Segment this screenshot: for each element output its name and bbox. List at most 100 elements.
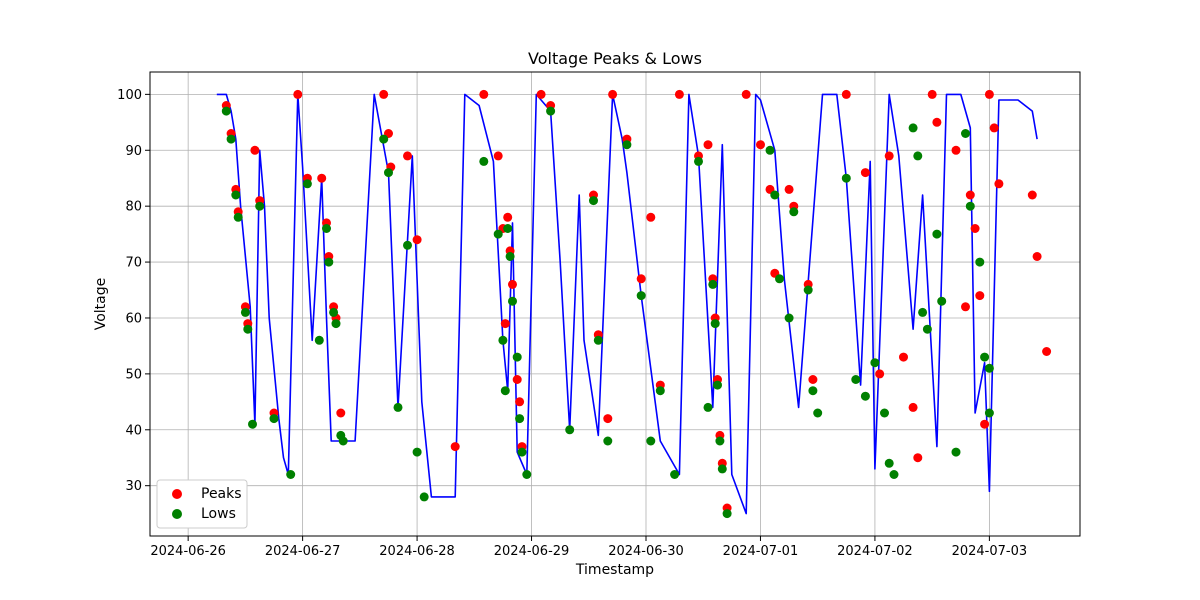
low-point	[508, 296, 517, 306]
low-point	[393, 402, 403, 412]
peak-point	[703, 140, 713, 150]
peak-point	[1032, 252, 1042, 261]
low-point	[419, 492, 429, 502]
low-point	[722, 509, 732, 519]
peak-point	[293, 89, 303, 99]
low-point	[961, 129, 970, 138]
legend-label-lows: Lows	[201, 506, 236, 522]
x-tick-label: 2024-06-28	[379, 544, 455, 559]
peak-point	[493, 151, 503, 161]
peak-point	[994, 179, 1004, 189]
low-point	[789, 207, 799, 217]
peak-point	[603, 414, 613, 424]
legend-label-peaks: Peaks	[201, 486, 242, 502]
low-point	[717, 464, 727, 474]
low-point	[670, 470, 680, 479]
peak-point	[899, 352, 908, 362]
peak-point	[784, 184, 794, 194]
low-point	[922, 324, 932, 334]
chart-title: Voltage Peaks & Lows	[528, 49, 702, 68]
low-point	[655, 386, 665, 396]
peak-point	[508, 279, 517, 289]
low-point	[412, 447, 422, 457]
peak-point	[317, 173, 327, 183]
peak-point	[961, 302, 970, 312]
low-point	[932, 229, 942, 239]
low-point	[286, 470, 296, 479]
low-point	[314, 335, 324, 345]
peak-point	[646, 212, 656, 222]
low-point	[240, 307, 250, 317]
low-point	[233, 212, 243, 222]
low-point	[500, 386, 510, 396]
low-point	[636, 291, 646, 301]
legend-marker-lows	[172, 509, 182, 519]
low-point	[710, 319, 720, 329]
legend: Peaks Lows	[156, 479, 248, 529]
peak-point	[860, 168, 870, 178]
x-tick-label: 2024-06-30	[608, 544, 684, 559]
x-tick-label: 2024-07-01	[723, 544, 799, 559]
x-axis-label: Timestamp	[575, 562, 654, 578]
y-tick-label: 80	[125, 200, 142, 215]
peak-point	[500, 319, 510, 329]
y-axis-label: Voltage	[93, 278, 109, 331]
low-point	[884, 458, 894, 468]
peak-point	[1042, 347, 1052, 356]
low-point	[517, 447, 527, 457]
low-point	[479, 156, 489, 166]
peak-point	[512, 375, 522, 384]
peak-point	[970, 224, 980, 233]
low-point	[851, 375, 861, 384]
low-point	[231, 190, 241, 200]
low-point	[813, 408, 823, 418]
low-point	[965, 201, 975, 211]
y-tick-label: 40	[125, 423, 142, 438]
plot-frame	[149, 71, 1081, 537]
low-point	[329, 307, 339, 317]
low-point	[713, 380, 722, 390]
low-point	[269, 414, 279, 424]
peak-point	[984, 89, 994, 99]
axis-ticks: 2024-06-26 2024-06-27 2024-06-28 2024-06-29…	[117, 88, 1027, 559]
low-point	[775, 274, 784, 284]
x-tick-label: 2024-07-02	[837, 544, 913, 559]
x-tick-label: 2024-06-27	[265, 544, 341, 559]
low-point	[870, 358, 880, 368]
peak-point	[412, 235, 422, 245]
peak-point	[503, 212, 513, 222]
low-point	[255, 201, 265, 211]
peak-point	[975, 291, 985, 301]
low-point	[546, 106, 556, 116]
peak-point	[927, 89, 937, 99]
peak-point	[336, 408, 346, 418]
peak-point	[250, 145, 260, 155]
low-point	[880, 408, 889, 418]
peak-point	[479, 89, 489, 99]
low-point	[860, 391, 870, 401]
low-point	[593, 335, 603, 345]
low-point	[565, 425, 575, 435]
y-tick-label: 60	[125, 311, 142, 326]
low-point	[221, 106, 231, 116]
peak-point	[756, 140, 765, 150]
low-point	[503, 224, 513, 233]
peak-point	[450, 442, 460, 452]
peak-point	[908, 402, 918, 412]
low-point	[784, 313, 794, 323]
peak-point	[932, 117, 942, 127]
grid	[150, 72, 1080, 536]
low-point	[522, 470, 532, 479]
low-point	[908, 123, 918, 133]
low-point	[515, 414, 525, 424]
voltage-line-layer	[216, 93, 1038, 515]
y-tick-label: 90	[125, 144, 142, 159]
x-tick-label: 2024-06-29	[494, 544, 570, 559]
low-point	[403, 240, 412, 250]
peak-point	[674, 89, 684, 99]
peak-point	[965, 190, 975, 200]
low-point	[765, 145, 775, 155]
low-point	[975, 257, 985, 267]
peak-point	[403, 151, 412, 161]
